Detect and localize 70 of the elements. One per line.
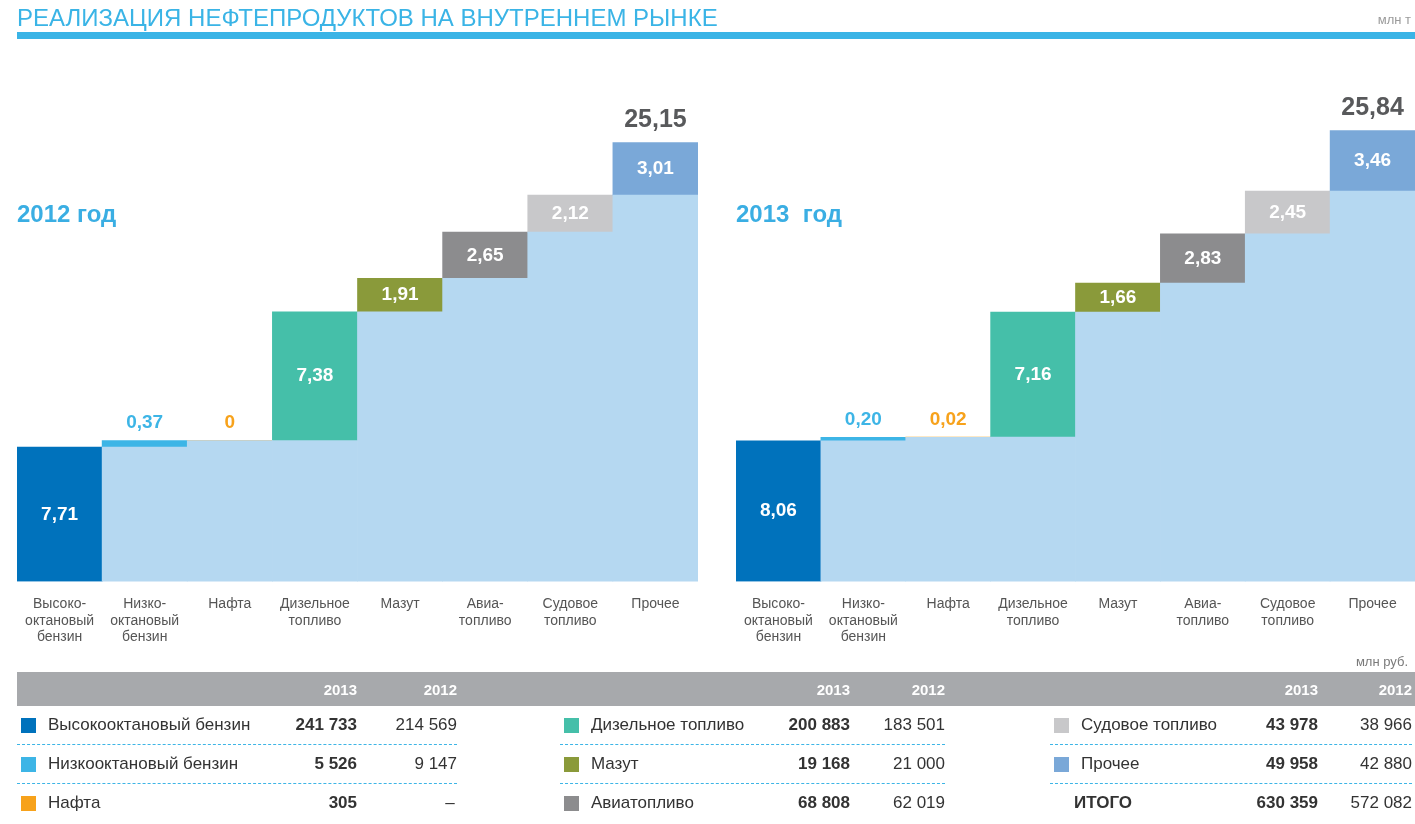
text: млн т [1377,12,1411,27]
data-label: 305 [328,793,357,813]
data-label: 38 966 [1360,715,1412,735]
x-tick-label: Судовое топливо [1259,594,1316,628]
x-tick-label: Низко- октановый бензин [828,594,898,645]
x-tick-label: Прочее [631,594,680,611]
data-label: 0,37 [126,411,164,433]
x-tick-label: Авиа- топливо [1176,594,1230,628]
data-label: 630 359 [1256,793,1318,813]
data-label: 7,16 [1014,362,1052,384]
category-label: Низкооктановый бензин [48,754,239,774]
category-label: Прочее [1081,754,1140,774]
text: 2013 [323,681,357,698]
data-label: 8,06 [759,499,797,521]
category-label: ИТОГО [1074,793,1133,813]
data-label: 0,02 [929,407,967,429]
data-label: 62 019 [893,793,945,813]
x-tick-label: Мазут [380,594,421,611]
data-label: 200 883 [788,715,850,735]
x-tick-label: Низко- октановый бензин [110,594,180,645]
data-label: 1,66 [1099,285,1137,307]
data-label: 9 147 [414,754,457,774]
x-tick-label: Высоко- октановый бензин [25,594,95,645]
x-tick-label: Прочее [1348,594,1397,611]
total-label: 25,15 [624,104,687,133]
data-label: 0 [224,411,236,433]
data-label: 68 808 [798,793,850,813]
chart-title: РЕАЛИЗАЦИЯ НЕФТЕПРОДУКТОВ НА ВНУТРЕННЕМ РЫНКЕ [17,4,718,32]
total-label: 25,84 [1341,92,1404,120]
data-label: 21 000 [893,754,945,774]
data-label: 1,91 [381,283,419,305]
data-label: 3,01 [636,157,675,179]
text: млн руб. [1355,654,1408,669]
x-tick-label: Высоко- октановый бензин [743,594,813,645]
x-tick-label: Нафта [208,594,252,611]
text: 2013 [1284,681,1318,698]
data-label: 5 526 [314,754,357,774]
x-tick-label: Нафта [926,594,970,611]
x-tick-label: Мазут [1098,594,1139,611]
data-label: 0,20 [844,408,882,430]
text: 2012 [423,681,457,698]
data-label: 43 978 [1266,715,1318,735]
data-label: – [444,793,456,813]
category-label: Авиатопливо [591,793,694,813]
data-label: 572 082 [1350,793,1412,813]
data-label: 7,71 [41,502,79,524]
text: 2013 год [736,199,842,227]
data-label: 49 958 [1266,754,1318,774]
x-tick-label: Дизельное топливо [998,594,1069,628]
data-label: 2,65 [466,243,505,265]
x-tick-label: Судовое топливо [542,594,599,628]
data-label: 7,38 [296,364,334,386]
data-label: 2,83 [1184,246,1222,268]
category-label: Судовое топливо [1081,715,1218,735]
text: 2012 [1378,681,1412,698]
text: 2013 [816,681,850,698]
category-label: Высокооктановый бензин [48,715,251,735]
category-label: Мазут [591,754,639,774]
data-label: 183 501 [883,715,945,735]
data-label: 241 733 [295,715,357,735]
x-tick-label: Авиа- топливо [458,594,512,628]
category-label: Нафта [48,793,101,813]
data-label: 19 168 [798,754,850,774]
text: 2012 [911,681,945,698]
category-label: Дизельное топливо [591,715,745,735]
text: 2012 год [17,199,117,227]
data-label: 214 569 [395,715,457,735]
data-label: 3,46 [1354,149,1392,171]
data-label: 42 880 [1360,754,1412,774]
x-tick-label: Дизельное топливо [280,594,350,628]
